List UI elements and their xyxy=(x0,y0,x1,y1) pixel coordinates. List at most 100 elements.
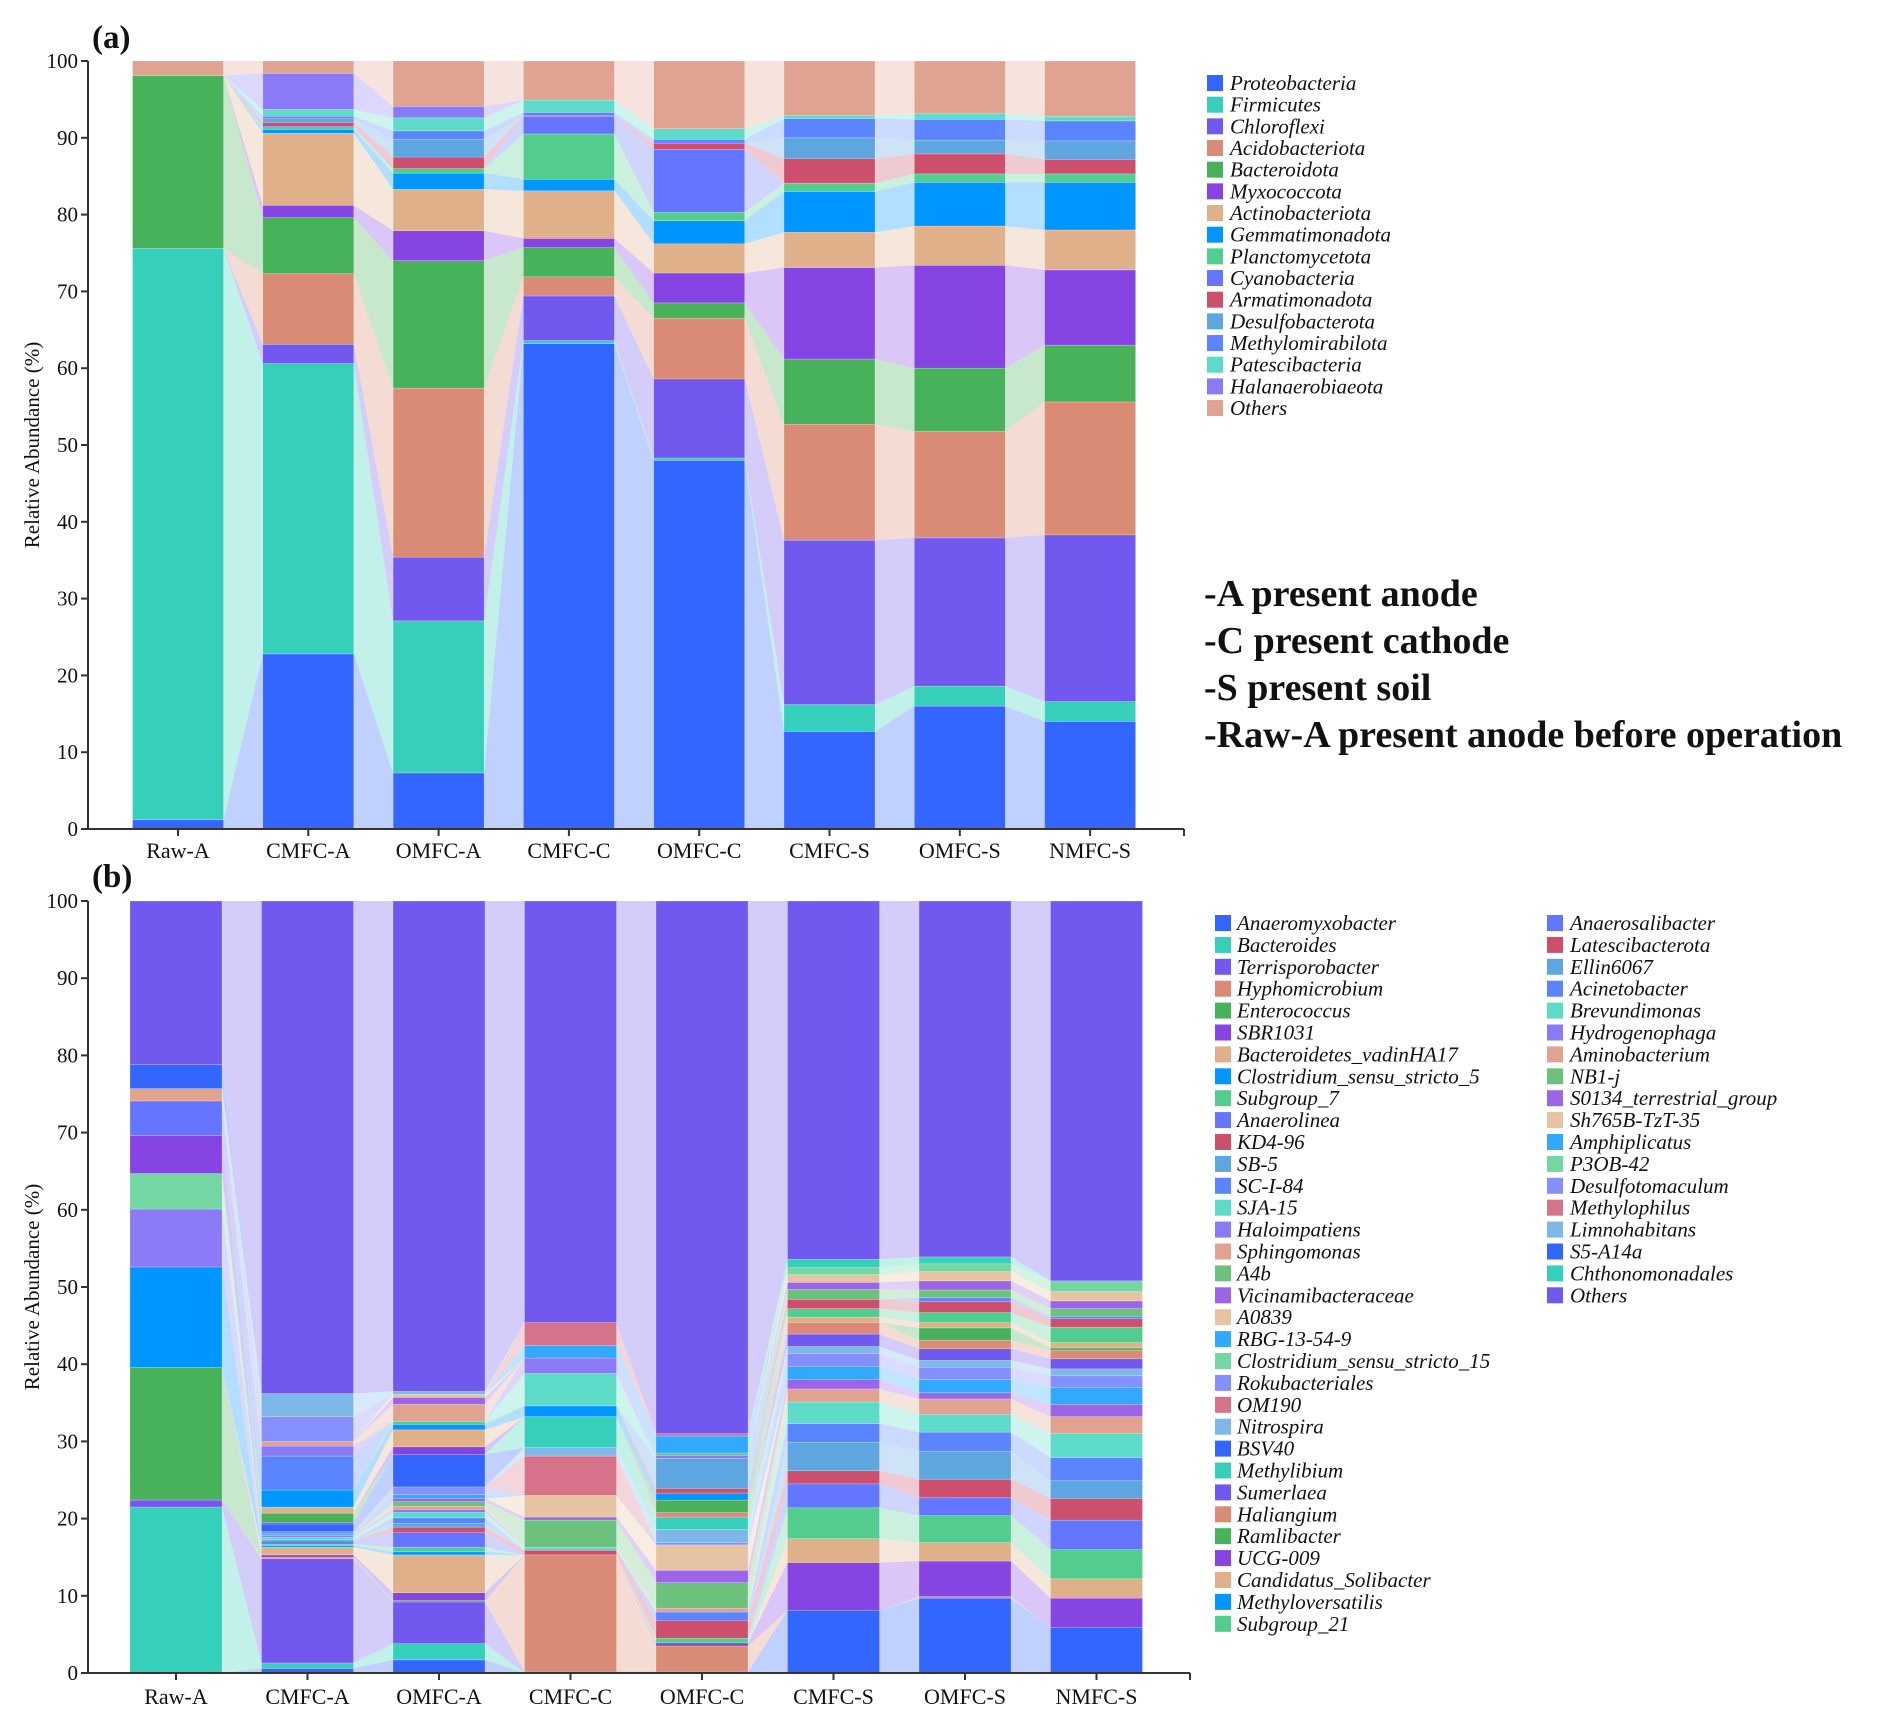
bar-segment xyxy=(787,1274,880,1283)
flow-link xyxy=(875,358,915,432)
legend-label: Nitrospira xyxy=(1236,1415,1324,1439)
flow-link xyxy=(616,1322,656,1436)
bar-segment xyxy=(653,302,746,319)
flow-link xyxy=(1011,1312,1051,1343)
bar-segment xyxy=(262,217,355,275)
legend-item: SBR1031 xyxy=(1215,1021,1315,1045)
x-tick-label: OMFC-S xyxy=(924,1684,1006,1709)
legend-label: Methyloversatilis xyxy=(1236,1590,1383,1614)
flow-link xyxy=(353,73,394,118)
bar-segment xyxy=(392,188,485,232)
bar-segment xyxy=(129,1366,223,1501)
legend-label: Ellin6067 xyxy=(1569,955,1654,979)
flow-link xyxy=(744,232,784,273)
flow-link xyxy=(879,1322,919,1341)
bar-segment xyxy=(1044,534,1136,702)
bar-segment xyxy=(392,1517,486,1524)
legend-label: Methylibium xyxy=(1236,1459,1343,1483)
legend-swatch xyxy=(1207,118,1223,135)
bar-segment xyxy=(655,1454,749,1459)
y-tick-label: 100 xyxy=(47,49,79,73)
flow-link xyxy=(875,706,915,829)
y-axis-title: Relative Abundance (%) xyxy=(20,342,44,548)
legend-label: Hydrogenophaga xyxy=(1569,1021,1716,1045)
flow-link xyxy=(748,1423,788,1621)
bar-segment xyxy=(1044,721,1136,830)
bar-segment xyxy=(392,387,485,558)
bar-segment xyxy=(655,1570,749,1583)
flow-link xyxy=(222,1209,262,1538)
flow-link xyxy=(1005,119,1045,141)
legend-swatch xyxy=(1215,1528,1231,1545)
flow-link xyxy=(484,116,524,169)
bar-segment xyxy=(1044,269,1136,346)
flow-link xyxy=(353,1517,393,1540)
flow-link xyxy=(616,1405,656,1501)
legend-label: Others xyxy=(1230,396,1287,420)
bar-segment xyxy=(783,358,876,425)
flow-link xyxy=(748,1507,788,1643)
flow-link xyxy=(485,1416,525,1455)
flow-link xyxy=(222,1173,262,1535)
flow-link xyxy=(1011,1348,1051,1369)
flow-link xyxy=(1011,1479,1051,1521)
flow-link xyxy=(484,115,524,169)
flow-link xyxy=(875,118,915,141)
bar-segment xyxy=(523,343,615,830)
flow-link xyxy=(485,1494,525,1499)
bar-segment xyxy=(655,1458,749,1489)
bar-segment xyxy=(392,1421,486,1425)
bar-segment xyxy=(1044,120,1136,142)
bar-segment xyxy=(392,1509,486,1513)
bar-segment xyxy=(787,1289,880,1300)
bar-segment xyxy=(918,900,1012,1258)
legend-swatch xyxy=(1207,183,1223,200)
flow-link xyxy=(485,901,525,1392)
flow-link xyxy=(222,1266,262,1540)
flow-link xyxy=(879,1289,919,1300)
flow-link xyxy=(353,1454,393,1523)
bar-segment xyxy=(783,115,876,119)
legend-label: Subgroup_21 xyxy=(1237,1612,1349,1636)
flow-link xyxy=(353,1512,393,1540)
flow-link xyxy=(1011,1432,1051,1481)
bar-segment xyxy=(1050,1498,1143,1521)
flow-link xyxy=(353,1498,393,1536)
bar-segment xyxy=(262,344,355,364)
legend-item: S0134_terrestrial_group xyxy=(1547,1086,1777,1110)
legend-label: Bacteroidota xyxy=(1230,158,1339,182)
flow-link xyxy=(879,1561,919,1611)
flow-link xyxy=(1011,1297,1051,1319)
flow-link xyxy=(222,1367,262,1555)
legend-label: Patescibacteria xyxy=(1229,353,1362,377)
flow-link xyxy=(616,1495,656,1545)
bar-segment xyxy=(1050,1326,1143,1343)
legend-swatch xyxy=(1215,1002,1231,1019)
bar-segment xyxy=(783,137,876,159)
flow-link xyxy=(879,901,919,1260)
bar-segment xyxy=(655,1611,749,1621)
bar-segment xyxy=(129,900,223,1065)
bar-segment xyxy=(392,1429,486,1448)
bar-segment xyxy=(783,423,876,541)
flow-link xyxy=(485,1554,525,1602)
flow-links xyxy=(223,61,1045,829)
axes: 0 10 20 30 40 50 60 70 80 90 100 Raw-A CMFC-A OMFC-A C… xyxy=(47,889,1191,1709)
flow-link xyxy=(875,182,915,233)
bar-segment xyxy=(392,1486,486,1495)
flow-link xyxy=(223,248,263,345)
legend-item: BSV40 xyxy=(1215,1437,1295,1461)
y-tick-label: 40 xyxy=(57,510,78,534)
legend-label: S0134_terrestrial_group xyxy=(1570,1086,1777,1110)
bar-segment xyxy=(918,1398,1012,1415)
flow-link xyxy=(875,424,915,541)
legend-item: Candidatus_Solibacter xyxy=(1215,1568,1431,1592)
flow-link xyxy=(744,378,784,705)
flow-link xyxy=(616,1547,656,1613)
flow-link xyxy=(223,75,263,218)
bar-segment xyxy=(918,1301,1012,1313)
x-tick-label: CMFC-A xyxy=(266,838,350,863)
flow-link xyxy=(748,1610,788,1673)
bar-segment xyxy=(913,430,1006,539)
bar-segment xyxy=(524,1455,617,1496)
